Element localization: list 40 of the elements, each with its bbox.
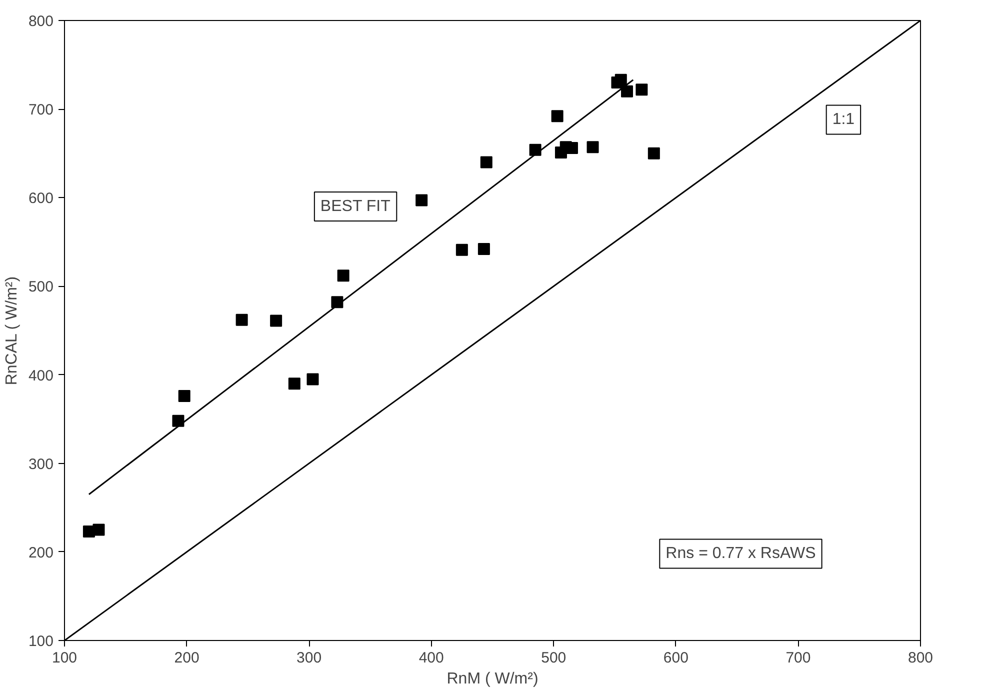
x-tick-label: 600 xyxy=(663,650,688,666)
point xyxy=(288,378,300,390)
x-tick-label: 300 xyxy=(296,650,322,666)
y-tick-label: 700 xyxy=(28,102,54,119)
point xyxy=(172,414,184,427)
y-tick-label: 200 xyxy=(28,544,54,562)
point xyxy=(621,85,634,98)
annotation: BEST FIT xyxy=(320,198,391,215)
y-axis-title: RnCAL ( W/m²) xyxy=(3,276,20,386)
x-tick-label: 500 xyxy=(541,650,566,666)
point xyxy=(648,147,660,160)
point xyxy=(614,74,627,86)
point xyxy=(566,142,578,154)
point xyxy=(270,314,282,327)
point xyxy=(480,156,492,168)
x-tick-label: 700 xyxy=(786,650,811,666)
point xyxy=(636,84,648,96)
y-tick-label: 600 xyxy=(28,190,54,208)
x-tick-label: 200 xyxy=(174,650,200,666)
y-tick-label: 800 xyxy=(28,13,54,30)
point xyxy=(416,194,428,206)
point xyxy=(478,243,490,256)
point xyxy=(306,373,319,386)
annotation: Rns = 0.77 x RsAWS xyxy=(666,545,816,562)
x-axis-title: RnM ( W/m²) xyxy=(446,670,538,688)
point xyxy=(178,390,190,402)
point xyxy=(586,141,599,154)
point xyxy=(551,110,564,122)
x-tick-label: 800 xyxy=(908,650,934,666)
point xyxy=(337,270,350,282)
y-tick-label: 100 xyxy=(28,633,54,650)
point xyxy=(236,314,248,326)
y-tick-label: 300 xyxy=(28,456,54,473)
y-tick-label: 500 xyxy=(28,278,54,296)
point xyxy=(456,244,468,256)
annotation: 1:1 xyxy=(832,111,855,128)
x-tick-label: 400 xyxy=(418,650,444,666)
x-tick-label: 100 xyxy=(52,650,78,666)
y-tick-label: 400 xyxy=(28,367,54,384)
point xyxy=(92,524,105,536)
